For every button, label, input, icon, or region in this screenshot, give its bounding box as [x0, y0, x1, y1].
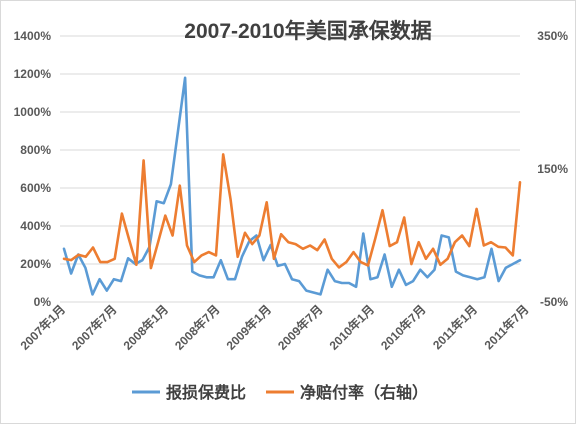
chart-title: 2007-2010年美国承保数据 — [184, 19, 431, 43]
legend: 报损保费比 净赔付率（右轴） — [132, 383, 428, 402]
x-tick-label: 2011年1月 — [429, 302, 480, 353]
x-tick-label: 2011年7月 — [481, 302, 532, 353]
left-tick-label: 600% — [20, 181, 51, 195]
x-tick-label: 2007年1月 — [17, 302, 68, 353]
left-tick-label: 800% — [20, 143, 51, 157]
left-tick-label: 200% — [20, 257, 51, 271]
grid — [60, 35, 520, 303]
right-axis: -50% 150% 350% — [537, 29, 568, 309]
left-axis: 0% 200% 400% 600% 800% 1000% 1200% 1400% — [14, 29, 52, 309]
left-tick-label: 1400% — [14, 29, 52, 43]
legend-label-net-payout: 净赔付率（右轴） — [300, 383, 428, 402]
left-tick-label: 0% — [34, 295, 52, 309]
x-tick-label: 2010年1月 — [326, 302, 377, 353]
x-tick-label: 2008年1月 — [120, 302, 171, 353]
left-tick-label: 1200% — [14, 67, 52, 81]
right-tick-label: -50% — [540, 295, 568, 309]
left-tick-label: 400% — [20, 219, 51, 233]
legend-label-loss-ratio: 报损保费比 — [166, 383, 246, 402]
x-tick-label: 2008年7月 — [171, 302, 222, 353]
x-tick-label: 2009年7月 — [274, 302, 325, 353]
series-lines — [62, 76, 522, 296]
x-tick-label: 2010年7月 — [377, 302, 428, 353]
series-line-net-payout — [62, 153, 522, 270]
right-tick-label: 150% — [537, 162, 568, 176]
left-tick-label: 1000% — [14, 105, 52, 119]
x-axis: 2007年1月 2007年7月 2008年1月 2008年7月 2009年1月 2009年… — [17, 302, 532, 353]
right-tick-label: 350% — [537, 29, 568, 43]
x-tick-label: 2009年1月 — [223, 302, 274, 353]
x-tick-label: 2007年7月 — [68, 302, 119, 353]
series-line-loss-ratio — [62, 76, 522, 296]
